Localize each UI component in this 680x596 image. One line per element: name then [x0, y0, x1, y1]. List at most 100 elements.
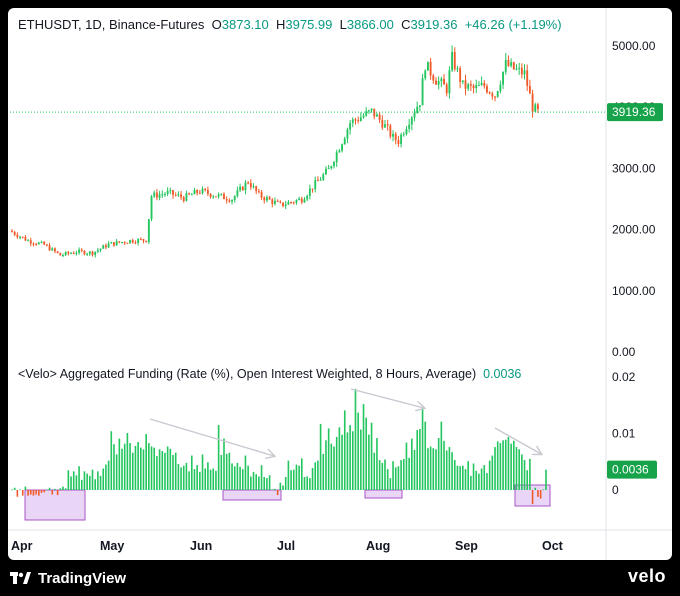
- velo-logo[interactable]: velo: [627, 566, 666, 586]
- candle-body: [486, 86, 488, 93]
- funding-bar: [220, 454, 223, 490]
- funding-bar: [252, 471, 255, 490]
- funding-bar: [282, 485, 284, 490]
- indicator-header: <Velo> Aggregated Funding (Rate (%), Ope…: [18, 367, 521, 381]
- funding-bar: [225, 453, 228, 490]
- funding-bar: [75, 475, 78, 490]
- funding-bar: [386, 469, 389, 490]
- funding-bar: [456, 465, 459, 490]
- candle-body: [126, 242, 129, 244]
- candle-body: [284, 204, 287, 207]
- candle-body: [239, 186, 242, 191]
- candle-body: [91, 251, 94, 256]
- candle-body: [113, 242, 115, 246]
- divergence-arrow: [350, 388, 424, 408]
- funding-bar: [212, 468, 215, 490]
- funding-bar: [207, 462, 209, 490]
- candle-body: [515, 68, 518, 70]
- funding-bar: [217, 425, 220, 490]
- funding-bar: [298, 465, 300, 490]
- candle-body: [158, 194, 161, 198]
- funding-bar: [137, 441, 139, 490]
- funding-bar: [314, 462, 317, 490]
- candle-body: [48, 245, 51, 251]
- candle-body: [80, 249, 83, 251]
- close-value: 3919.36: [410, 17, 458, 32]
- candle-body: [537, 104, 539, 110]
- price-tick-label: 5000.00: [612, 39, 656, 53]
- candle-body: [169, 190, 172, 192]
- candle-body: [402, 134, 405, 136]
- candle-body: [378, 114, 381, 120]
- candle-body: [443, 78, 445, 85]
- funding-bar: [459, 466, 461, 490]
- candle-body: [249, 182, 252, 188]
- funding-bar: [510, 443, 512, 490]
- candle-body: [150, 196, 153, 220]
- candle-body: [37, 242, 40, 245]
- candle-body: [523, 70, 526, 75]
- candle-body: [166, 190, 169, 194]
- funding-bar: [148, 443, 150, 490]
- candle-body: [185, 193, 188, 201]
- funding-bar: [164, 452, 166, 490]
- candle-body: [359, 117, 362, 121]
- funding-bar: [381, 462, 384, 490]
- funding-bar: [59, 488, 62, 490]
- candle-body: [338, 150, 341, 153]
- funding-bar: [360, 429, 362, 490]
- candle-body: [172, 190, 174, 195]
- funding-bar: [182, 465, 185, 490]
- candle-body: [494, 96, 496, 98]
- funding-bar: [266, 478, 268, 490]
- time-tick-label: May: [100, 539, 124, 553]
- funding-bar: [48, 487, 51, 490]
- candle-body: [512, 62, 515, 70]
- funding-bar: [411, 438, 413, 490]
- candle-body: [480, 83, 483, 86]
- candle-body: [268, 197, 271, 200]
- funding-bar: [40, 490, 43, 493]
- chart-frame: 5000.004000.003000.002000.001000.000.003…: [8, 8, 672, 560]
- candle-body: [440, 78, 443, 82]
- time-tick-label: Jun: [190, 539, 212, 553]
- indicator-title[interactable]: <Velo> Aggregated Funding (Rate (%), Ope…: [18, 367, 477, 381]
- candle-body: [306, 195, 309, 200]
- funding-bar: [263, 477, 266, 490]
- funding-bar: [494, 447, 496, 490]
- funding-bar: [526, 470, 529, 490]
- candle-body: [357, 120, 360, 122]
- candle-body: [416, 106, 419, 114]
- candle-body: [510, 62, 513, 66]
- ohlc-header: ETHUSDT, 1D, Binance-Futures O3873.10 H3…: [18, 17, 562, 32]
- candle-body: [233, 196, 236, 201]
- candle-body: [327, 168, 330, 170]
- funding-bar: [174, 452, 177, 490]
- candle-body: [88, 251, 91, 254]
- funding-bar: [349, 425, 351, 490]
- candle-body: [45, 244, 48, 246]
- candle-body: [314, 180, 317, 190]
- funding-bar: [429, 446, 432, 490]
- time-tick-label: Jul: [277, 539, 295, 553]
- candle-body: [228, 200, 231, 202]
- candle-body: [147, 219, 150, 243]
- funding-bar: [16, 490, 19, 497]
- candle-body: [325, 168, 327, 175]
- candle-body: [118, 241, 121, 243]
- funding-bar: [91, 469, 94, 490]
- funding-bar: [440, 421, 443, 490]
- chart-canvas[interactable]: 5000.004000.003000.002000.001000.000.003…: [8, 8, 672, 560]
- candle-body: [236, 190, 239, 197]
- funding-bar: [67, 470, 70, 490]
- candle-body: [373, 108, 376, 117]
- candle-body: [161, 194, 164, 196]
- funding-bar: [215, 470, 217, 490]
- funding-bar: [241, 469, 244, 490]
- symbol-label[interactable]: ETHUSDT, 1D, Binance-Futures: [18, 17, 205, 32]
- candle-body: [469, 84, 472, 86]
- tradingview-logo[interactable]: TradingView: [10, 569, 126, 587]
- candle-body: [225, 199, 228, 201]
- high-label: H: [276, 17, 286, 32]
- candle-body: [518, 67, 521, 69]
